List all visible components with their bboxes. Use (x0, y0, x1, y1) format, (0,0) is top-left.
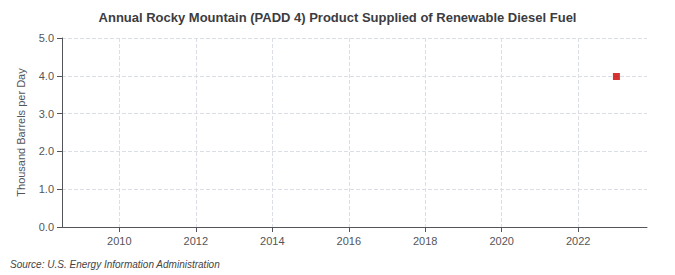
svg-text:1.0: 1.0 (39, 183, 54, 195)
svg-text:Annual Rocky Mountain (PADD 4): Annual Rocky Mountain (PADD 4) Product S… (99, 10, 577, 25)
svg-text:5.0: 5.0 (39, 32, 54, 44)
svg-text:Thousand Barrels per Day: Thousand Barrels per Day (15, 68, 27, 197)
svg-text:2012: 2012 (184, 235, 208, 247)
svg-text:2016: 2016 (337, 235, 361, 247)
svg-text:2018: 2018 (413, 235, 437, 247)
svg-text:3.0: 3.0 (39, 108, 54, 120)
svg-text:2022: 2022 (566, 235, 590, 247)
svg-text:2014: 2014 (260, 235, 284, 247)
svg-text:0.0: 0.0 (39, 221, 54, 233)
svg-text:2.0: 2.0 (39, 145, 54, 157)
svg-text:2020: 2020 (489, 235, 513, 247)
svg-text:Source: U.S. Energy Informatio: Source: U.S. Energy Information Administ… (10, 259, 220, 270)
svg-text:2010: 2010 (107, 235, 131, 247)
svg-text:4.0: 4.0 (39, 70, 54, 82)
